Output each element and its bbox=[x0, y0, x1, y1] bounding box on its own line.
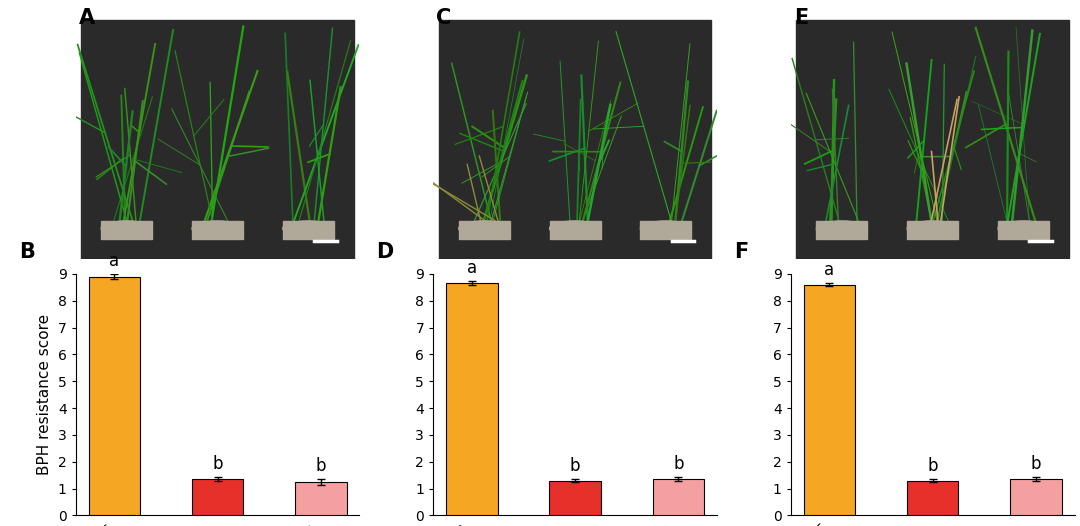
Text: a: a bbox=[467, 259, 477, 277]
FancyBboxPatch shape bbox=[192, 221, 243, 239]
Ellipse shape bbox=[102, 221, 152, 236]
FancyBboxPatch shape bbox=[102, 221, 152, 239]
Ellipse shape bbox=[998, 221, 1049, 236]
Ellipse shape bbox=[283, 221, 334, 236]
Bar bbox=[652, 479, 704, 515]
Bar bbox=[1010, 479, 1062, 515]
Ellipse shape bbox=[192, 221, 243, 236]
Y-axis label: BPH resistance score: BPH resistance score bbox=[37, 314, 52, 475]
Bar bbox=[446, 283, 498, 515]
Bar bbox=[907, 481, 958, 515]
Text: a: a bbox=[109, 252, 120, 270]
Text: b: b bbox=[673, 455, 684, 473]
Text: b: b bbox=[928, 457, 937, 475]
FancyBboxPatch shape bbox=[907, 221, 958, 239]
FancyBboxPatch shape bbox=[640, 221, 691, 239]
Text: b: b bbox=[1030, 455, 1041, 473]
Ellipse shape bbox=[459, 221, 510, 236]
FancyBboxPatch shape bbox=[550, 221, 600, 239]
Text: D: D bbox=[377, 242, 394, 262]
Text: b: b bbox=[570, 457, 580, 475]
Text: b: b bbox=[315, 457, 326, 475]
Bar bbox=[295, 482, 347, 515]
Bar bbox=[89, 277, 140, 515]
Text: a: a bbox=[824, 261, 835, 279]
Bar bbox=[804, 285, 855, 515]
Ellipse shape bbox=[816, 221, 867, 236]
Text: B: B bbox=[18, 242, 35, 262]
Text: A: A bbox=[79, 8, 95, 28]
Text: C: C bbox=[436, 8, 451, 28]
FancyBboxPatch shape bbox=[283, 221, 334, 239]
FancyBboxPatch shape bbox=[998, 221, 1049, 239]
Bar bbox=[192, 479, 243, 515]
Text: b: b bbox=[213, 455, 222, 473]
Ellipse shape bbox=[550, 221, 600, 236]
Text: F: F bbox=[734, 242, 748, 262]
Ellipse shape bbox=[640, 221, 691, 236]
Bar bbox=[550, 481, 600, 515]
Ellipse shape bbox=[907, 221, 958, 236]
Text: E: E bbox=[794, 8, 808, 28]
FancyBboxPatch shape bbox=[459, 221, 510, 239]
FancyBboxPatch shape bbox=[816, 221, 867, 239]
